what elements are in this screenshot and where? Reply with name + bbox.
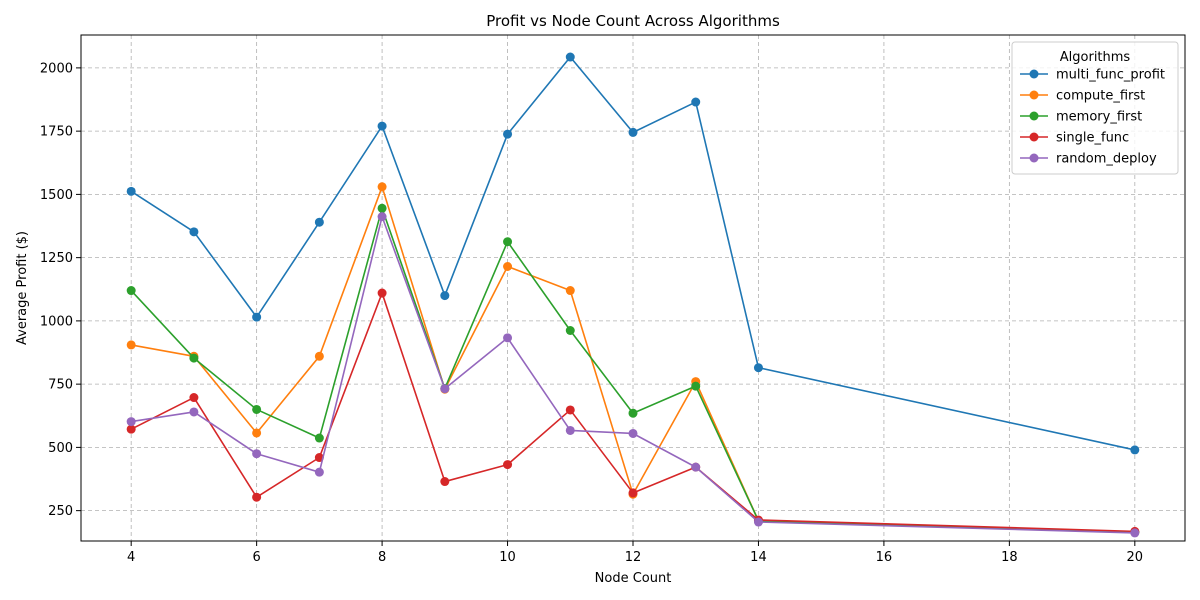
x-tick-label: 16 bbox=[876, 550, 893, 565]
data-point bbox=[314, 467, 324, 477]
data-point bbox=[503, 129, 513, 139]
data-point bbox=[1130, 528, 1140, 538]
data-point bbox=[252, 404, 262, 414]
data-point bbox=[377, 121, 387, 131]
data-point bbox=[565, 326, 575, 336]
data-point bbox=[126, 286, 136, 296]
y-axis-title: Average Profit ($) bbox=[15, 231, 30, 345]
x-tick-label: 4 bbox=[127, 550, 135, 565]
data-point bbox=[189, 407, 199, 417]
legend-label: compute_first bbox=[1056, 89, 1145, 104]
tick-layer: 4 6 8 10 12 14 16 18 20 250 500 750 1000 1250 1500 1750… bbox=[40, 61, 1143, 565]
x-tick-label: 20 bbox=[1127, 550, 1144, 565]
data-point bbox=[252, 449, 262, 459]
data-point bbox=[252, 492, 262, 502]
data-point bbox=[628, 428, 638, 438]
data-point bbox=[628, 488, 638, 498]
data-point bbox=[189, 353, 199, 363]
data-point bbox=[503, 333, 513, 343]
data-point bbox=[314, 351, 324, 361]
data-point bbox=[252, 312, 262, 322]
data-point bbox=[377, 182, 387, 192]
legend-label: multi_func_profit bbox=[1056, 68, 1165, 83]
data-point bbox=[753, 363, 763, 373]
y-tick-label: 500 bbox=[48, 441, 73, 456]
data-point bbox=[314, 433, 324, 443]
y-tick-label: 1000 bbox=[40, 314, 73, 329]
series-line bbox=[130, 207, 1135, 533]
data-point bbox=[691, 381, 701, 391]
chart-title: Profit vs Node Count Across Algorithms bbox=[486, 12, 780, 30]
legend-swatch-marker bbox=[1029, 90, 1039, 100]
data-point bbox=[628, 127, 638, 137]
legend-item-compute_first: compute_first bbox=[1020, 89, 1145, 104]
y-tick-label: 1500 bbox=[40, 188, 73, 203]
x-axis-title: Node Count bbox=[595, 571, 672, 586]
y-tick-label: 750 bbox=[48, 378, 73, 393]
data-point bbox=[189, 227, 199, 237]
data-point bbox=[691, 97, 701, 107]
data-point bbox=[565, 425, 575, 435]
legend-swatch-marker bbox=[1029, 132, 1039, 142]
grid-layer bbox=[81, 35, 1185, 541]
legend-label: single_func bbox=[1056, 131, 1129, 146]
data-point bbox=[252, 428, 262, 438]
data-point bbox=[189, 393, 199, 403]
data-point bbox=[503, 261, 513, 271]
x-tick-label: 6 bbox=[252, 550, 260, 565]
legend-label: random_deploy bbox=[1056, 152, 1157, 167]
data-point bbox=[1130, 445, 1140, 455]
data-point bbox=[126, 424, 136, 434]
data-point bbox=[565, 286, 575, 296]
legend-box bbox=[1011, 41, 1179, 175]
x-tick-label: 10 bbox=[499, 550, 516, 565]
data-point bbox=[440, 384, 450, 394]
legend-item-random_deploy: random_deploy bbox=[1020, 152, 1157, 167]
legend-item-single_func: single_func bbox=[1020, 131, 1129, 146]
x-tick-label: 12 bbox=[625, 550, 642, 565]
legend-title: Algorithms bbox=[1060, 50, 1131, 65]
series-line bbox=[131, 215, 1135, 534]
x-tick-label: 14 bbox=[750, 550, 767, 565]
series-line bbox=[131, 186, 1135, 533]
legend-swatch-marker bbox=[1029, 153, 1039, 163]
y-tick-label: 1750 bbox=[40, 125, 73, 140]
data-point bbox=[628, 408, 638, 418]
data-point bbox=[691, 462, 701, 472]
data-point bbox=[377, 203, 387, 213]
x-tick-label: 8 bbox=[378, 550, 386, 565]
series-line bbox=[130, 56, 1135, 451]
data-point bbox=[440, 291, 450, 301]
data-point bbox=[440, 477, 450, 487]
data-point bbox=[503, 460, 513, 470]
legend-item-multi_func_profit: multi_func_profit bbox=[1020, 68, 1165, 83]
y-tick-label: 250 bbox=[48, 504, 73, 519]
series-random_deploy bbox=[126, 212, 1140, 538]
data-point bbox=[753, 517, 763, 527]
data-point bbox=[314, 217, 324, 227]
series-layer bbox=[126, 52, 1140, 538]
legend-label: memory_first bbox=[1056, 110, 1142, 125]
legend: Algorithms multi_func_profit compute_firs… bbox=[1011, 41, 1179, 175]
data-point bbox=[126, 340, 136, 350]
data-point bbox=[565, 52, 575, 62]
y-tick-label: 1250 bbox=[40, 251, 73, 266]
data-point bbox=[377, 288, 387, 298]
legend-item-memory_first: memory_first bbox=[1020, 110, 1142, 125]
y-tick-label: 2000 bbox=[40, 61, 73, 76]
data-point bbox=[565, 405, 575, 415]
series-multi_func_profit bbox=[126, 52, 1140, 455]
legend-swatch-marker bbox=[1029, 69, 1039, 79]
data-point bbox=[126, 186, 136, 196]
data-point bbox=[377, 212, 387, 222]
x-tick-label: 18 bbox=[1001, 550, 1018, 565]
legend-swatch-marker bbox=[1029, 111, 1039, 121]
data-point bbox=[126, 417, 136, 427]
data-point bbox=[503, 237, 513, 247]
